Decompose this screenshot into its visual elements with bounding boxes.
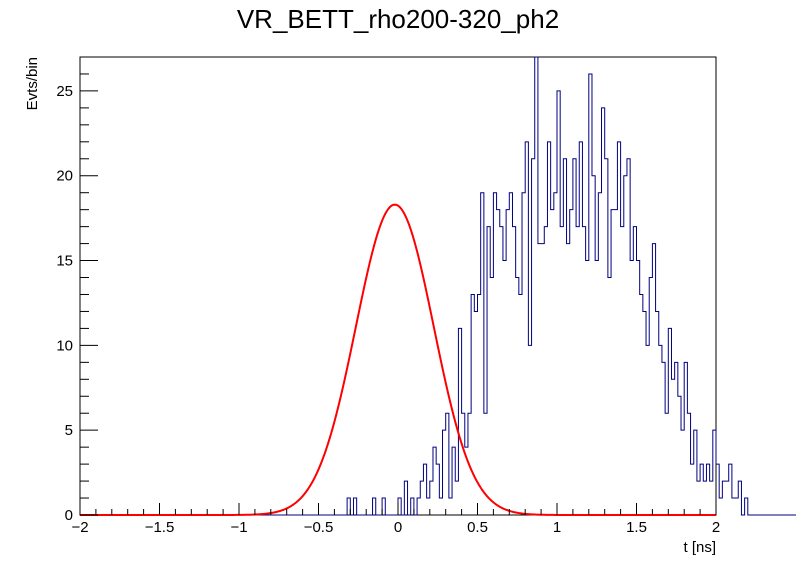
y-axis-title: Evts/bin [24, 57, 41, 110]
x-tick-label: −0.5 [304, 519, 334, 536]
y-tick-label: 15 [56, 253, 73, 270]
y-tick-label: 0 [65, 507, 73, 524]
y-tick-label: 10 [56, 337, 73, 354]
chart-title: VR_BETT_rho200-320_ph2 [236, 4, 560, 34]
plot-frame [79, 56, 717, 516]
gaussian-fit-curve [80, 203, 716, 516]
x-tick-label: 1.5 [626, 519, 647, 536]
x-axis-title: t [ns] [683, 539, 716, 556]
x-tick-label: 0.5 [467, 519, 488, 536]
x-tick-label: 0 [394, 519, 402, 536]
histogram-series [80, 56, 796, 516]
x-tick-label: 2 [712, 519, 720, 536]
y-tick-label: 20 [56, 168, 73, 185]
x-tick-label: 1 [553, 519, 561, 536]
x-tick-label: −2 [71, 519, 88, 536]
y-tick-label: 5 [65, 422, 73, 439]
x-tick-label: −1 [230, 519, 247, 536]
y-tick-label: 25 [56, 83, 73, 100]
x-tick-label: −1.5 [145, 519, 175, 536]
